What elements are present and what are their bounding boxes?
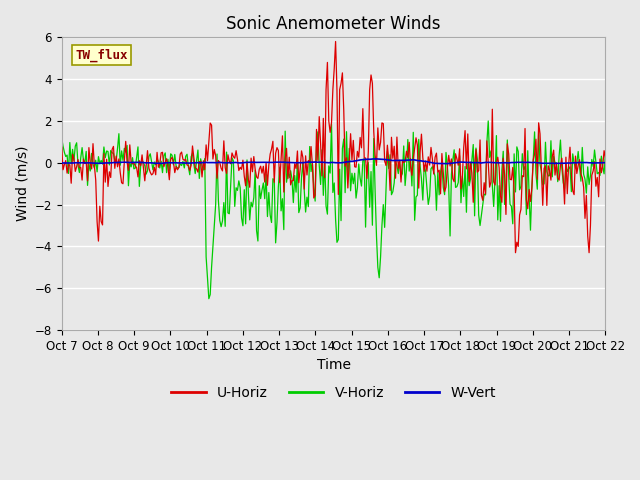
Line: U-Horiz: U-Horiz [61, 41, 605, 252]
V-Horiz [484, 118, 492, 124]
V-Horiz [454, 180, 462, 185]
V-Horiz [124, 143, 131, 148]
W-Vert [124, 159, 131, 165]
X-axis label: Time: Time [317, 359, 351, 372]
Line: V-Horiz: V-Horiz [61, 121, 605, 299]
Text: TW_flux: TW_flux [76, 48, 128, 61]
V-Horiz [58, 135, 65, 141]
Line: W-Vert: W-Vert [61, 159, 605, 164]
W-Vert [273, 159, 281, 165]
U-Horiz [273, 145, 281, 151]
W-Vert [370, 156, 378, 162]
V-Horiz [236, 185, 244, 191]
U-Horiz [124, 159, 131, 165]
U-Horiz [452, 151, 460, 156]
U-Horiz [602, 155, 609, 160]
U-Horiz [58, 144, 65, 150]
U-Horiz [401, 159, 409, 165]
U-Horiz [235, 168, 243, 173]
W-Vert [602, 160, 609, 166]
W-Vert [235, 160, 243, 166]
Y-axis label: Wind (m/s): Wind (m/s) [15, 146, 29, 221]
U-Horiz [332, 38, 339, 44]
V-Horiz [452, 184, 460, 190]
V-Horiz [205, 296, 212, 301]
Legend: U-Horiz, V-Horiz, W-Vert: U-Horiz, V-Horiz, W-Vert [166, 380, 502, 405]
V-Horiz [275, 184, 282, 190]
W-Vert [453, 160, 461, 166]
W-Vert [456, 159, 463, 165]
U-Horiz [454, 162, 462, 168]
W-Vert [58, 160, 65, 166]
Title: Sonic Anemometer Winds: Sonic Anemometer Winds [227, 15, 441, 33]
W-Vert [401, 157, 409, 163]
V-Horiz [602, 150, 609, 156]
U-Horiz [511, 250, 519, 255]
V-Horiz [401, 182, 409, 188]
W-Vert [442, 161, 450, 167]
